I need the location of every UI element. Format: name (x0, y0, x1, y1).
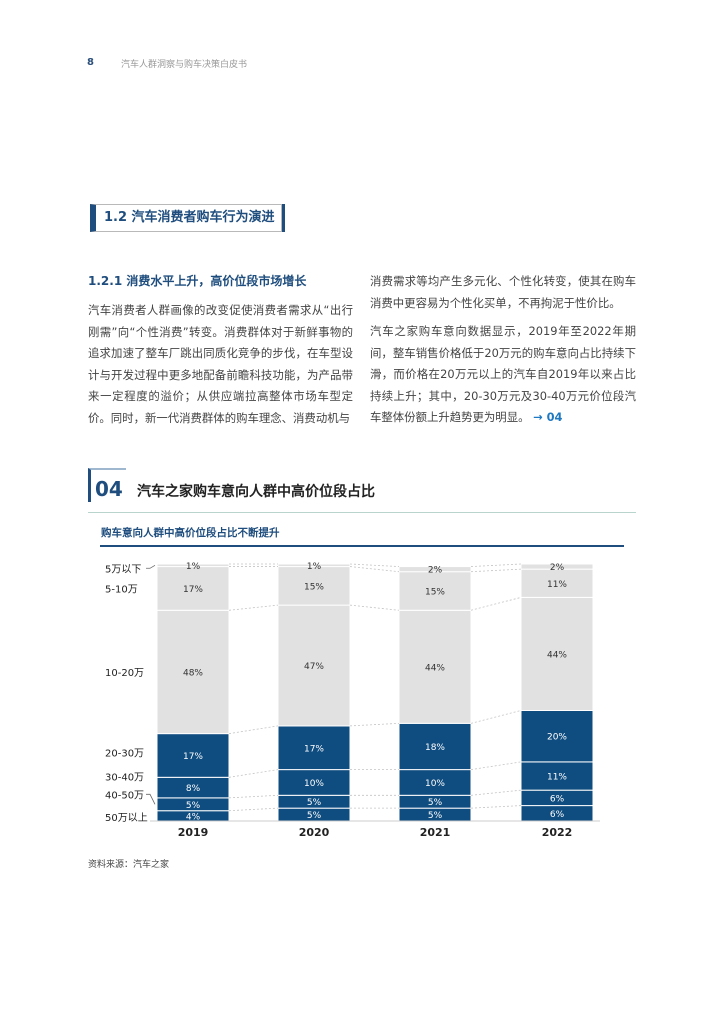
bar-segment-2020-6 (277, 563, 351, 568)
series-label-leader (146, 564, 156, 569)
data-label: 5% (428, 798, 443, 808)
bar-segment-2021-6 (398, 566, 472, 573)
data-label: 20% (547, 733, 567, 743)
series-label: 5-10万 (105, 584, 138, 595)
figure-reference-link[interactable]: → 04 (533, 410, 563, 424)
paragraph-text: 汽车之家购车意向数据显示，2019年至2022年期间，整车销售价格低于20万元的… (370, 324, 636, 424)
figure-number-frame (88, 468, 126, 502)
segment-connector (228, 807, 279, 812)
series-label: 20-30万 (105, 748, 144, 759)
data-label: 2% (428, 566, 443, 576)
bar-segment-2022-4 (520, 596, 594, 711)
x-tick-label: 2022 (542, 826, 573, 839)
bar-segment-2022-6 (520, 563, 594, 570)
segment-connector (228, 604, 279, 611)
segment-connector (349, 604, 400, 611)
bar-segment-2022-5 (520, 568, 594, 598)
chart-subtitle: 购车意向人群中高价位段占比不断提升 (101, 527, 280, 539)
segment-connector (349, 566, 400, 573)
body-right-paragraph-2: 汽车之家购车意向数据显示，2019年至2022年期间，整车销售价格低于20万元的… (370, 321, 636, 429)
bar-segment-2019-6 (156, 563, 230, 568)
data-label: 4% (186, 812, 201, 822)
data-label: 1% (186, 562, 201, 572)
segment-connector (228, 794, 279, 799)
data-label: 5% (307, 798, 322, 808)
subsection-heading: 1.2.1 消费水平上升，高价位段市场增长 (88, 274, 307, 288)
segment-connector (470, 597, 522, 611)
bar-segment-2019-3 (156, 733, 230, 778)
data-label: 5% (428, 811, 443, 821)
bar-segment-2020-2 (277, 769, 351, 796)
body-right-paragraph-1: 消费需求等均产生多元化、个性化转变，使其在购车消费中更容易为个性化买单，不再拘泥… (370, 274, 636, 310)
data-label: 6% (550, 794, 565, 804)
figure-divider (88, 512, 636, 513)
bar-segment-2021-4 (398, 609, 472, 724)
bar-segment-2019-4 (156, 609, 230, 735)
bar-segment-2020-5 (277, 566, 351, 606)
data-label: 17% (304, 744, 324, 754)
bar-segment-2019-5 (156, 566, 230, 611)
bar-segment-2020-3 (277, 725, 351, 771)
data-label: 44% (547, 650, 567, 660)
data-label: 48% (183, 668, 203, 678)
data-label: 17% (183, 752, 203, 762)
data-label: 5% (186, 801, 201, 811)
series-label: 5万以下 (105, 564, 141, 575)
x-tick-label: 2020 (299, 826, 330, 839)
bar-segment-2021-5 (398, 571, 472, 611)
series-label: 50万以上 (105, 812, 148, 824)
segment-connector (470, 805, 522, 809)
segment-connector (470, 568, 522, 573)
segment-connector (470, 789, 522, 796)
series-label: 40-50万 (105, 790, 144, 801)
data-label: 15% (304, 582, 324, 592)
source-note: 资料来源：汽车之家 (88, 860, 170, 870)
data-label: 10% (425, 779, 445, 789)
bar-segment-2021-2 (398, 769, 472, 796)
data-label: 10% (304, 779, 324, 789)
data-label: 15% (425, 587, 445, 597)
data-label: 8% (186, 784, 201, 794)
data-label: 5% (307, 811, 322, 821)
data-label: 17% (183, 585, 203, 595)
x-tick-label: 2021 (420, 826, 451, 839)
data-label: 44% (425, 663, 445, 673)
bar-segment-2021-3 (398, 722, 472, 771)
segment-connector (470, 563, 522, 567)
data-label: 1% (307, 562, 322, 572)
segment-connector (349, 563, 400, 567)
document-title: 汽车人群洞察与购车决策白皮书 (121, 60, 248, 70)
data-label: 11% (547, 580, 567, 590)
series-label: 10-20万 (105, 668, 144, 679)
segment-connector (470, 761, 522, 770)
section-heading: 1.2 汽车消费者购车行为演进 (90, 204, 285, 232)
page-number: 8 (87, 57, 94, 68)
series-label: 30-40万 (105, 773, 144, 784)
data-label: 6% (550, 810, 565, 820)
data-label: 47% (304, 662, 324, 672)
series-label-leader (146, 793, 156, 805)
bar-segment-2020-4 (277, 604, 351, 727)
data-label: 2% (550, 563, 565, 573)
data-label: 11% (547, 773, 567, 783)
figure-title: 汽车之家购车意向人群中高价位段占比 (137, 484, 375, 500)
segment-connector (228, 769, 279, 778)
figure-number: 04 (95, 477, 123, 501)
data-label: 18% (425, 743, 445, 753)
x-tick-label: 2019 (178, 826, 209, 839)
segment-connector (349, 722, 400, 727)
segment-connector (470, 710, 522, 724)
segment-connector (228, 725, 279, 735)
body-left-column: 汽车消费者人群画像的改变促使消费者需求从“出行刚需”向“个性消费”转变。消费群体… (88, 303, 353, 425)
chart-subtitle-rule (100, 545, 624, 547)
